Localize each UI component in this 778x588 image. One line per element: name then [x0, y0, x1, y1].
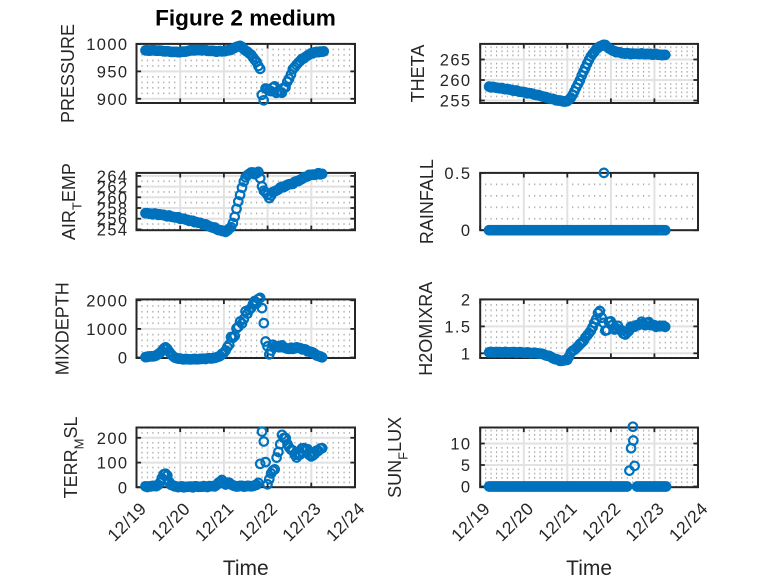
svg-text:258: 258: [97, 200, 129, 218]
svg-text:1000: 1000: [86, 36, 128, 54]
svg-text:900: 900: [97, 91, 129, 109]
svg-text:100: 100: [97, 455, 129, 473]
svg-text:0: 0: [461, 222, 472, 240]
svg-text:2000: 2000: [86, 292, 128, 310]
svg-text:260: 260: [97, 189, 129, 207]
svg-text:2: 2: [461, 292, 472, 310]
svg-text:MIXDEPTH: MIXDEPTH: [53, 282, 73, 375]
svg-text:1.5: 1.5: [444, 318, 471, 336]
svg-text:0: 0: [118, 350, 129, 368]
svg-text:THETA: THETA: [408, 45, 428, 103]
svg-text:Figure 2 medium: Figure 2 medium: [155, 6, 336, 31]
svg-text:256: 256: [97, 211, 129, 229]
svg-text:262: 262: [97, 179, 129, 197]
svg-text:265: 265: [440, 52, 472, 70]
svg-text:10: 10: [450, 436, 471, 454]
svg-text:200: 200: [97, 430, 129, 448]
svg-text:H2OMIXRA: H2OMIXRA: [416, 282, 436, 376]
svg-text:0: 0: [118, 479, 129, 497]
svg-text:1000: 1000: [86, 321, 128, 339]
svg-text:5: 5: [461, 457, 472, 475]
svg-text:950: 950: [97, 63, 129, 81]
svg-text:260: 260: [440, 72, 472, 90]
svg-text:Time: Time: [223, 557, 269, 580]
svg-text:264: 264: [97, 168, 129, 186]
svg-text:Time: Time: [566, 557, 612, 580]
svg-text:1: 1: [461, 345, 472, 363]
svg-text:0: 0: [461, 479, 472, 497]
svg-text:0.5: 0.5: [444, 165, 471, 183]
svg-text:255: 255: [440, 93, 472, 111]
svg-text:RAINFALL: RAINFALL: [417, 159, 437, 244]
svg-text:PRESSURE: PRESSURE: [58, 24, 78, 123]
svg-text:254: 254: [97, 221, 129, 239]
